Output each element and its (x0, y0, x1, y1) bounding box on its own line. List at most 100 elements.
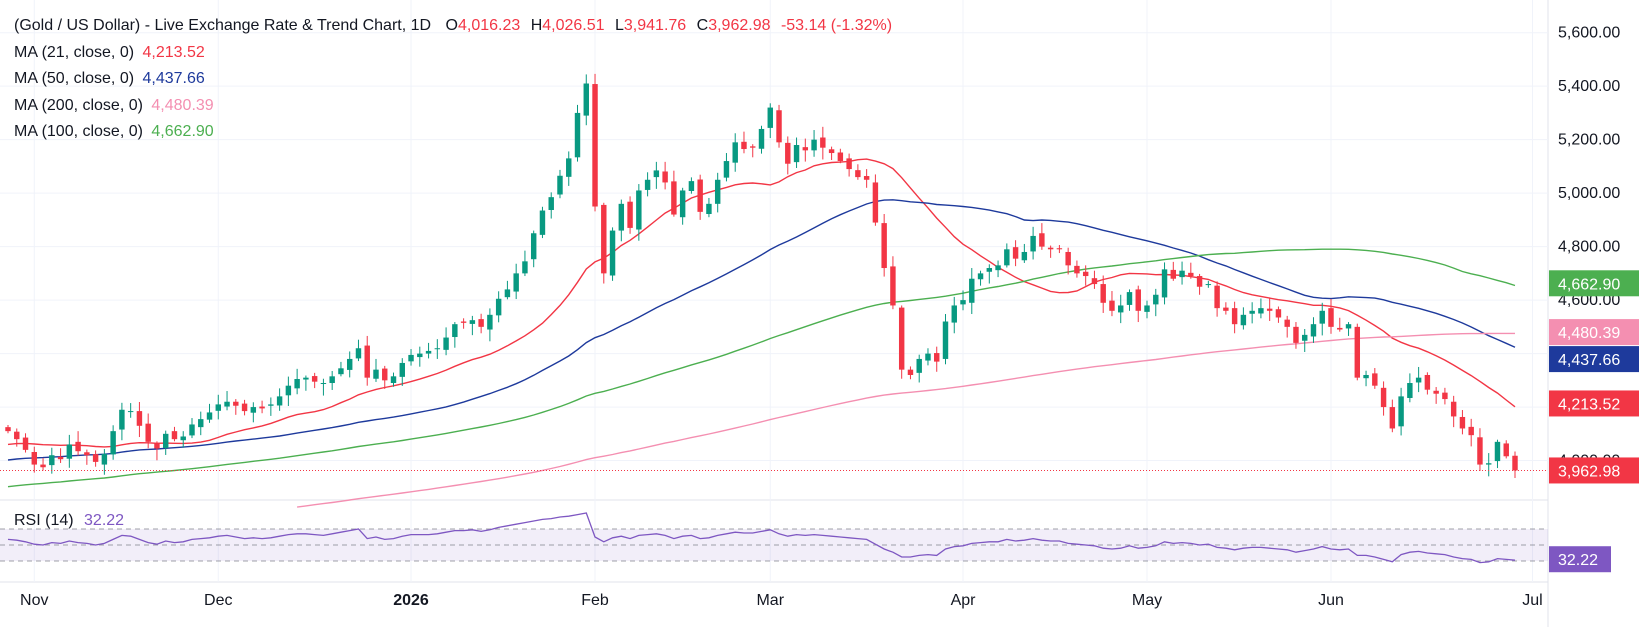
candle (311, 372, 318, 389)
candle-body (662, 171, 668, 183)
candle (1179, 261, 1185, 285)
candle-body (460, 321, 467, 323)
candle-body (233, 401, 239, 406)
candle-body (1153, 294, 1159, 305)
candle-body (1179, 270, 1185, 278)
candle (1118, 294, 1124, 324)
candle (434, 339, 441, 359)
rsi-legend[interactable]: RSI (14) 32.22 (14, 512, 124, 530)
candle-body (1284, 319, 1290, 327)
candle (977, 270, 984, 286)
candle (1442, 387, 1448, 405)
candle-body (92, 454, 99, 462)
candle (5, 424, 11, 434)
candle (285, 376, 292, 407)
candle (732, 133, 738, 172)
candle (855, 164, 861, 180)
candle (767, 103, 773, 139)
candle-body (1249, 310, 1255, 314)
candle-body (1144, 305, 1150, 312)
ohlc-low: L3,941.76 (615, 17, 687, 34)
candle-body (399, 362, 405, 377)
candle-body (1266, 308, 1273, 311)
candle (916, 354, 922, 383)
candle-body (1380, 387, 1387, 408)
candle (250, 402, 257, 423)
candle-body (697, 179, 703, 212)
candle-body (872, 182, 879, 223)
ma100-line (7, 248, 1516, 488)
candle (714, 172, 721, 213)
candle (1337, 317, 1343, 332)
y-tick-label-3: 5,000.00 (1558, 185, 1620, 202)
candle-body (329, 376, 335, 384)
candle (373, 358, 379, 382)
candle-body (1047, 247, 1054, 250)
candle-body (1302, 334, 1308, 341)
candle-body (1161, 269, 1168, 298)
candle (110, 425, 116, 460)
ma21-legend[interactable]: MA (21, close, 0) 4,213.52 (14, 43, 205, 61)
candle (224, 391, 230, 411)
candle (1354, 323, 1361, 381)
candle-body (31, 452, 38, 465)
candle (609, 227, 616, 281)
candle (522, 250, 528, 277)
candle-body (1328, 308, 1334, 327)
rsi-label: RSI (14) (14, 512, 74, 529)
ma21-price-tag-text: 4,213.52 (1558, 396, 1620, 413)
candle-body (303, 377, 309, 380)
candle-body (1485, 463, 1492, 465)
candle-body (84, 452, 90, 456)
candle-body (1275, 309, 1282, 318)
candle-body (355, 348, 362, 359)
candle (346, 351, 353, 378)
candle-body (688, 181, 695, 192)
ma100-price-tag-text: 4,662.90 (1558, 276, 1620, 293)
candle (1205, 280, 1212, 288)
candle (1363, 370, 1369, 387)
candle (1170, 261, 1177, 281)
x-tick-label-6: May (1132, 592, 1162, 609)
candle (828, 146, 835, 160)
candle-body (802, 147, 809, 151)
ma50-legend[interactable]: MA (50, close, 0) 4,437.66 (14, 70, 205, 87)
candle (259, 400, 265, 414)
candle-body (1091, 278, 1098, 285)
candle (1415, 366, 1422, 393)
candle-body (382, 368, 388, 381)
x-tick-label-0: Nov (20, 592, 48, 609)
candle-body (478, 319, 484, 327)
ma21-line (7, 158, 1516, 448)
candle-body (162, 433, 169, 448)
candle (1074, 260, 1080, 278)
candle-body (1310, 324, 1317, 337)
candle (66, 434, 73, 468)
candle-body (951, 305, 957, 323)
candle-body (434, 348, 441, 350)
candle-body (1039, 233, 1045, 247)
candle (303, 375, 309, 391)
candle-body (1468, 426, 1474, 436)
ma100-legend[interactable]: MA (100, close, 0) 4,662.90 (14, 123, 214, 140)
ma200-legend[interactable]: MA (200, close, 0) 4,480.39 (14, 96, 214, 114)
candle (644, 172, 651, 197)
rsi-value: 32.22 (84, 512, 125, 529)
candle (802, 138, 809, 162)
x-tick-label-7: Jun (1318, 592, 1344, 609)
candle (1450, 395, 1457, 428)
candle (1214, 281, 1220, 317)
candle (1258, 298, 1264, 319)
candle-body (206, 412, 213, 420)
candle (890, 256, 896, 310)
chart-title: (Gold / US Dollar) - Live Exchange Rate … (14, 17, 432, 34)
candle-body (1188, 272, 1194, 277)
candle-body (890, 266, 896, 306)
rsi-line (7, 512, 1516, 564)
ma21-price-tag-bg (1549, 390, 1639, 417)
candle (198, 411, 204, 436)
candle (49, 447, 55, 474)
candle (1398, 387, 1404, 436)
candle-body (75, 441, 81, 452)
